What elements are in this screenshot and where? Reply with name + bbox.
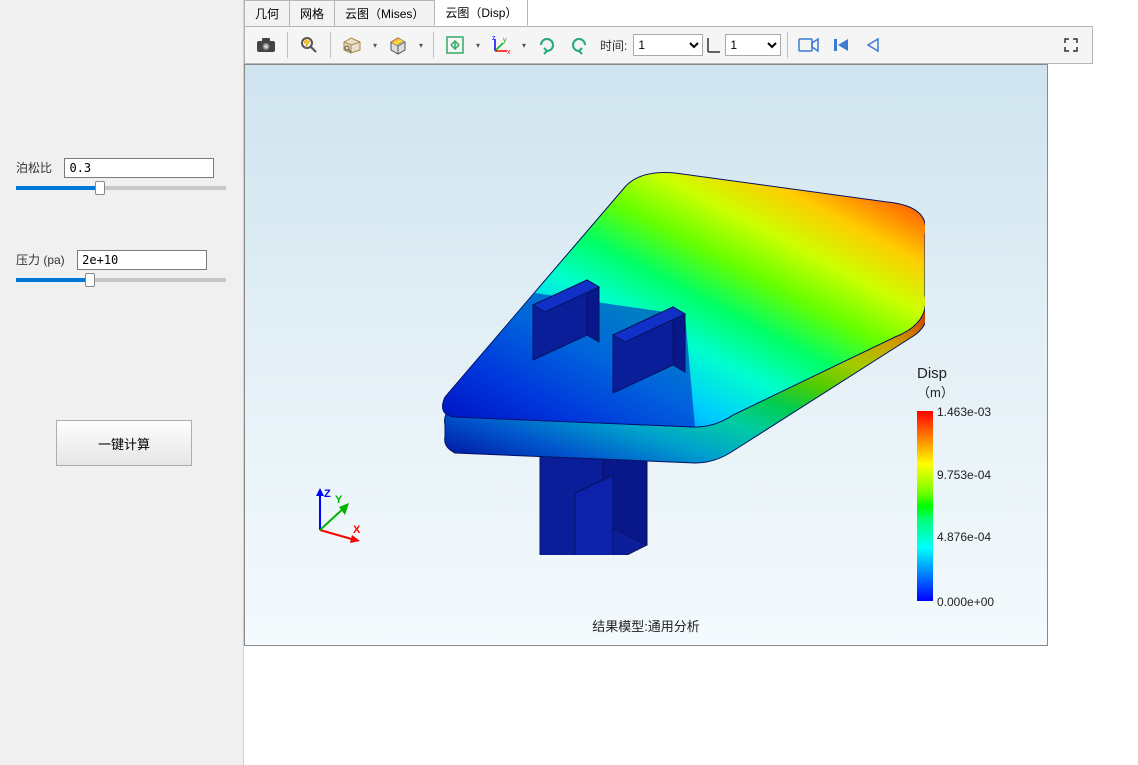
prev-frame-icon[interactable] (858, 30, 888, 60)
poisson-slider-thumb[interactable] (95, 181, 105, 195)
time-select[interactable]: 1 (633, 34, 703, 56)
poisson-slider[interactable] (16, 186, 226, 190)
frame-select[interactable]: 1 (725, 34, 781, 56)
tab-0[interactable]: 几何 (244, 0, 290, 26)
legend-tick: 9.753e-04 (937, 468, 991, 482)
shade-cube-icon[interactable] (383, 30, 413, 60)
view-tabs: 几何网格云图（Mises）云图（Disp） (244, 0, 527, 26)
color-legend: Disp （m） 1.463e-039.753e-044.876e-040.00… (917, 365, 1027, 405)
legend-tick: 1.463e-03 (937, 405, 991, 419)
expand-icon[interactable] (1056, 30, 1086, 60)
pressure-slider-thumb[interactable] (85, 273, 95, 287)
view-box-dropdown[interactable]: ▾ (369, 30, 381, 60)
viewport-toolbar: ▾ ▾ ▾ z xy ▾ 时间: 1 1 (244, 26, 1093, 64)
svg-text:x: x (507, 49, 511, 56)
axis-x-label: X (353, 524, 361, 536)
shade-cube-dropdown[interactable]: ▾ (415, 30, 427, 60)
legend-title: Disp (917, 365, 1027, 382)
view-box-icon[interactable] (337, 30, 367, 60)
rotate-ccw-icon[interactable] (564, 30, 594, 60)
time-label: 时间: (596, 37, 631, 54)
fit-view-dropdown[interactable]: ▾ (472, 30, 484, 60)
fit-view-icon[interactable] (440, 30, 470, 60)
record-icon[interactable] (794, 30, 824, 60)
poisson-row: 泊松比 (16, 158, 226, 190)
model-caption: 结果模型:通用分析 (245, 616, 1047, 635)
pressure-row: 压力 (pa) (16, 250, 226, 282)
axis-y-label: Y (335, 494, 343, 506)
tab-2[interactable]: 云图（Mises） (334, 0, 435, 26)
axis-orient-dropdown[interactable]: ▾ (518, 30, 530, 60)
legend-unit: （m） (917, 382, 1027, 401)
camera-icon[interactable] (251, 30, 281, 60)
flash-search-icon[interactable] (294, 30, 324, 60)
axis-orient-icon[interactable]: z xy (486, 30, 516, 60)
result-viewport[interactable]: Z X Y Disp （m） 1.463e-039.753e-044.876e-… (244, 64, 1048, 646)
legend-tick: 4.876e-04 (937, 530, 991, 544)
svg-text:y: y (503, 37, 507, 44)
angle-icon (705, 34, 723, 56)
parameter-panel: 泊松比 压力 (pa) 一键计算 (0, 0, 244, 765)
poisson-label: 泊松比 (16, 159, 52, 176)
legend-colorbar (917, 411, 933, 601)
pressure-input[interactable] (77, 250, 207, 270)
axis-triad: Z X Y (305, 485, 365, 545)
tab-3[interactable]: 云图（Disp） (434, 0, 528, 26)
poisson-input[interactable] (64, 158, 214, 178)
svg-text:z: z (492, 35, 496, 42)
rotate-cw-icon[interactable] (532, 30, 562, 60)
tab-1[interactable]: 网格 (289, 0, 335, 26)
pressure-slider[interactable] (16, 278, 226, 282)
fea-model (355, 125, 925, 555)
pressure-label: 压力 (pa) (16, 251, 65, 268)
legend-tick: 0.000e+00 (937, 595, 994, 609)
first-frame-icon[interactable] (826, 30, 856, 60)
calculate-button[interactable]: 一键计算 (56, 420, 192, 466)
axis-z-label: Z (324, 488, 331, 500)
